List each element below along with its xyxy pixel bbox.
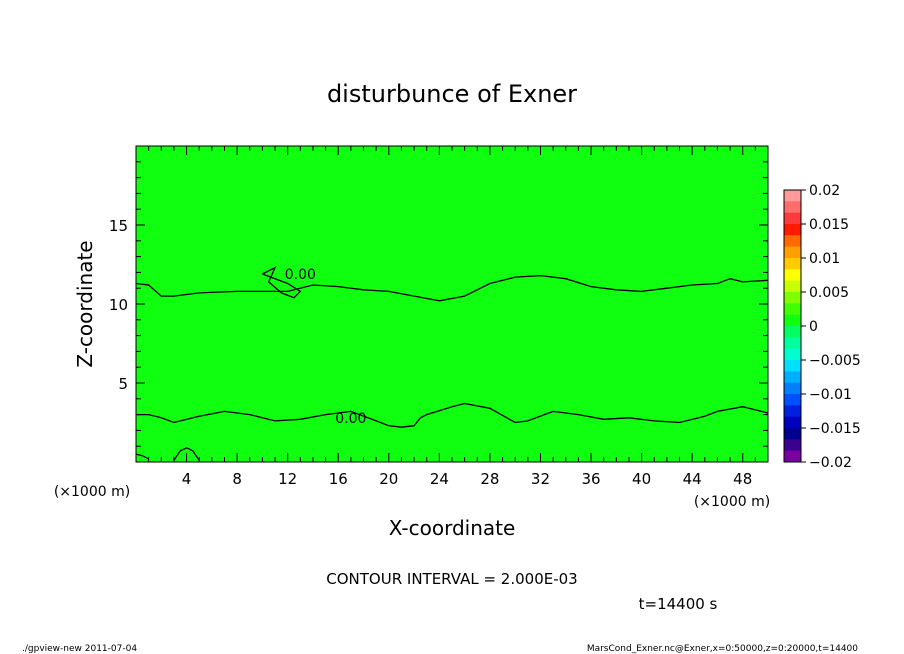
x-tick-label: 16 <box>329 470 348 488</box>
time-label: t=14400 s <box>639 595 718 613</box>
x-tick-label: 12 <box>278 470 297 488</box>
y-tick-label: 15 <box>109 217 128 235</box>
colorbar-tick-label: 0.015 <box>809 217 849 233</box>
colorbar-segment <box>784 450 801 463</box>
colorbar-segment <box>784 337 801 350</box>
plot-field <box>136 146 768 462</box>
colorbar-tick-label: −0.01 <box>809 387 852 403</box>
colorbar-segment <box>784 303 801 316</box>
x-axis-ticks: 4 8 12 16 20 24 28 32 36 40 44 48 <box>148 146 756 488</box>
colorbar-segment <box>784 235 801 248</box>
y-tick-label: 10 <box>109 296 128 314</box>
colorbar-segment <box>784 258 801 270</box>
x-tick-label: 20 <box>379 470 398 488</box>
y-axis-ticks: 5 10 15 <box>109 161 768 447</box>
contour-line <box>135 453 149 460</box>
footer-right: MarsCond_Exner.nc@Exner,x=0:50000,z=0:20… <box>587 644 858 654</box>
colorbar-segment <box>784 348 801 361</box>
y-axis-label: Z-coordinate <box>73 240 97 367</box>
colorbar-segment <box>784 371 801 384</box>
x-tick-label: 8 <box>232 470 242 488</box>
contour-line <box>136 402 769 428</box>
colorbar-tick-label: −0.005 <box>809 353 861 369</box>
contour-line <box>135 274 769 302</box>
colorbar-ticks: 0.02 0.015 0.01 0.005 0 −0.005 −0.01 −0.015 −0.0… <box>801 183 861 471</box>
x-tick-label: 4 <box>182 470 192 488</box>
contour-line <box>262 266 302 299</box>
colorbar-segment <box>784 314 801 327</box>
colorbar-segment <box>784 360 801 372</box>
colorbar-segment <box>784 190 801 202</box>
colorbar-segment <box>784 224 801 236</box>
colorbar-segment <box>784 405 801 418</box>
x-tick-label: 40 <box>632 470 651 488</box>
colorbar-segment <box>784 394 801 406</box>
colorbar-segment <box>784 416 801 429</box>
x-axis-label: X-coordinate <box>389 516 516 540</box>
x-tick-label: 32 <box>531 470 550 488</box>
contour-label: 0.00 <box>335 411 366 427</box>
colorbar-segment <box>784 428 801 440</box>
colorbar-tick-label: 0.01 <box>809 251 840 267</box>
contour-labels: 0.00 0.00 <box>285 267 367 427</box>
y-tick-label: 5 <box>118 375 128 393</box>
colorbar-segment <box>784 326 801 338</box>
x-tick-label: 48 <box>733 470 752 488</box>
colorbar-segment <box>784 269 801 282</box>
colorbar <box>783 189 802 463</box>
colorbar-tick-label: −0.015 <box>809 421 861 437</box>
x-tick-label: 28 <box>480 470 499 488</box>
colorbar-segment <box>784 382 801 395</box>
colorbar-segment <box>784 212 801 225</box>
contour-interval-label: CONTOUR INTERVAL = 2.000E-03 <box>326 570 577 588</box>
colorbar-segment <box>784 439 801 452</box>
colorbar-segment <box>784 280 801 293</box>
x-tick-label: 36 <box>581 470 600 488</box>
colorbar-segment <box>784 201 801 214</box>
colorbar-segment <box>784 292 801 304</box>
x-unit-left: (×1000 m) <box>54 484 130 500</box>
x-tick-label: 44 <box>683 470 702 488</box>
colorbar-tick-label: −0.02 <box>809 455 852 471</box>
colorbar-tick-label: 0 <box>809 319 818 335</box>
colorbar-segment <box>784 246 801 259</box>
colorbar-tick-label: 0.005 <box>809 285 849 301</box>
colorbar-tick-label: 0.02 <box>809 183 840 199</box>
footer-left: ./gpview-new 2011-07-04 <box>22 644 137 654</box>
contour-lines <box>135 266 769 461</box>
contour-label: 0.00 <box>285 267 316 283</box>
x-tick-label: 24 <box>430 470 449 488</box>
chart-title: disturbunce of Exner <box>327 80 577 108</box>
contour-line <box>173 447 200 461</box>
x-unit-right: (×1000 m) <box>694 494 770 510</box>
